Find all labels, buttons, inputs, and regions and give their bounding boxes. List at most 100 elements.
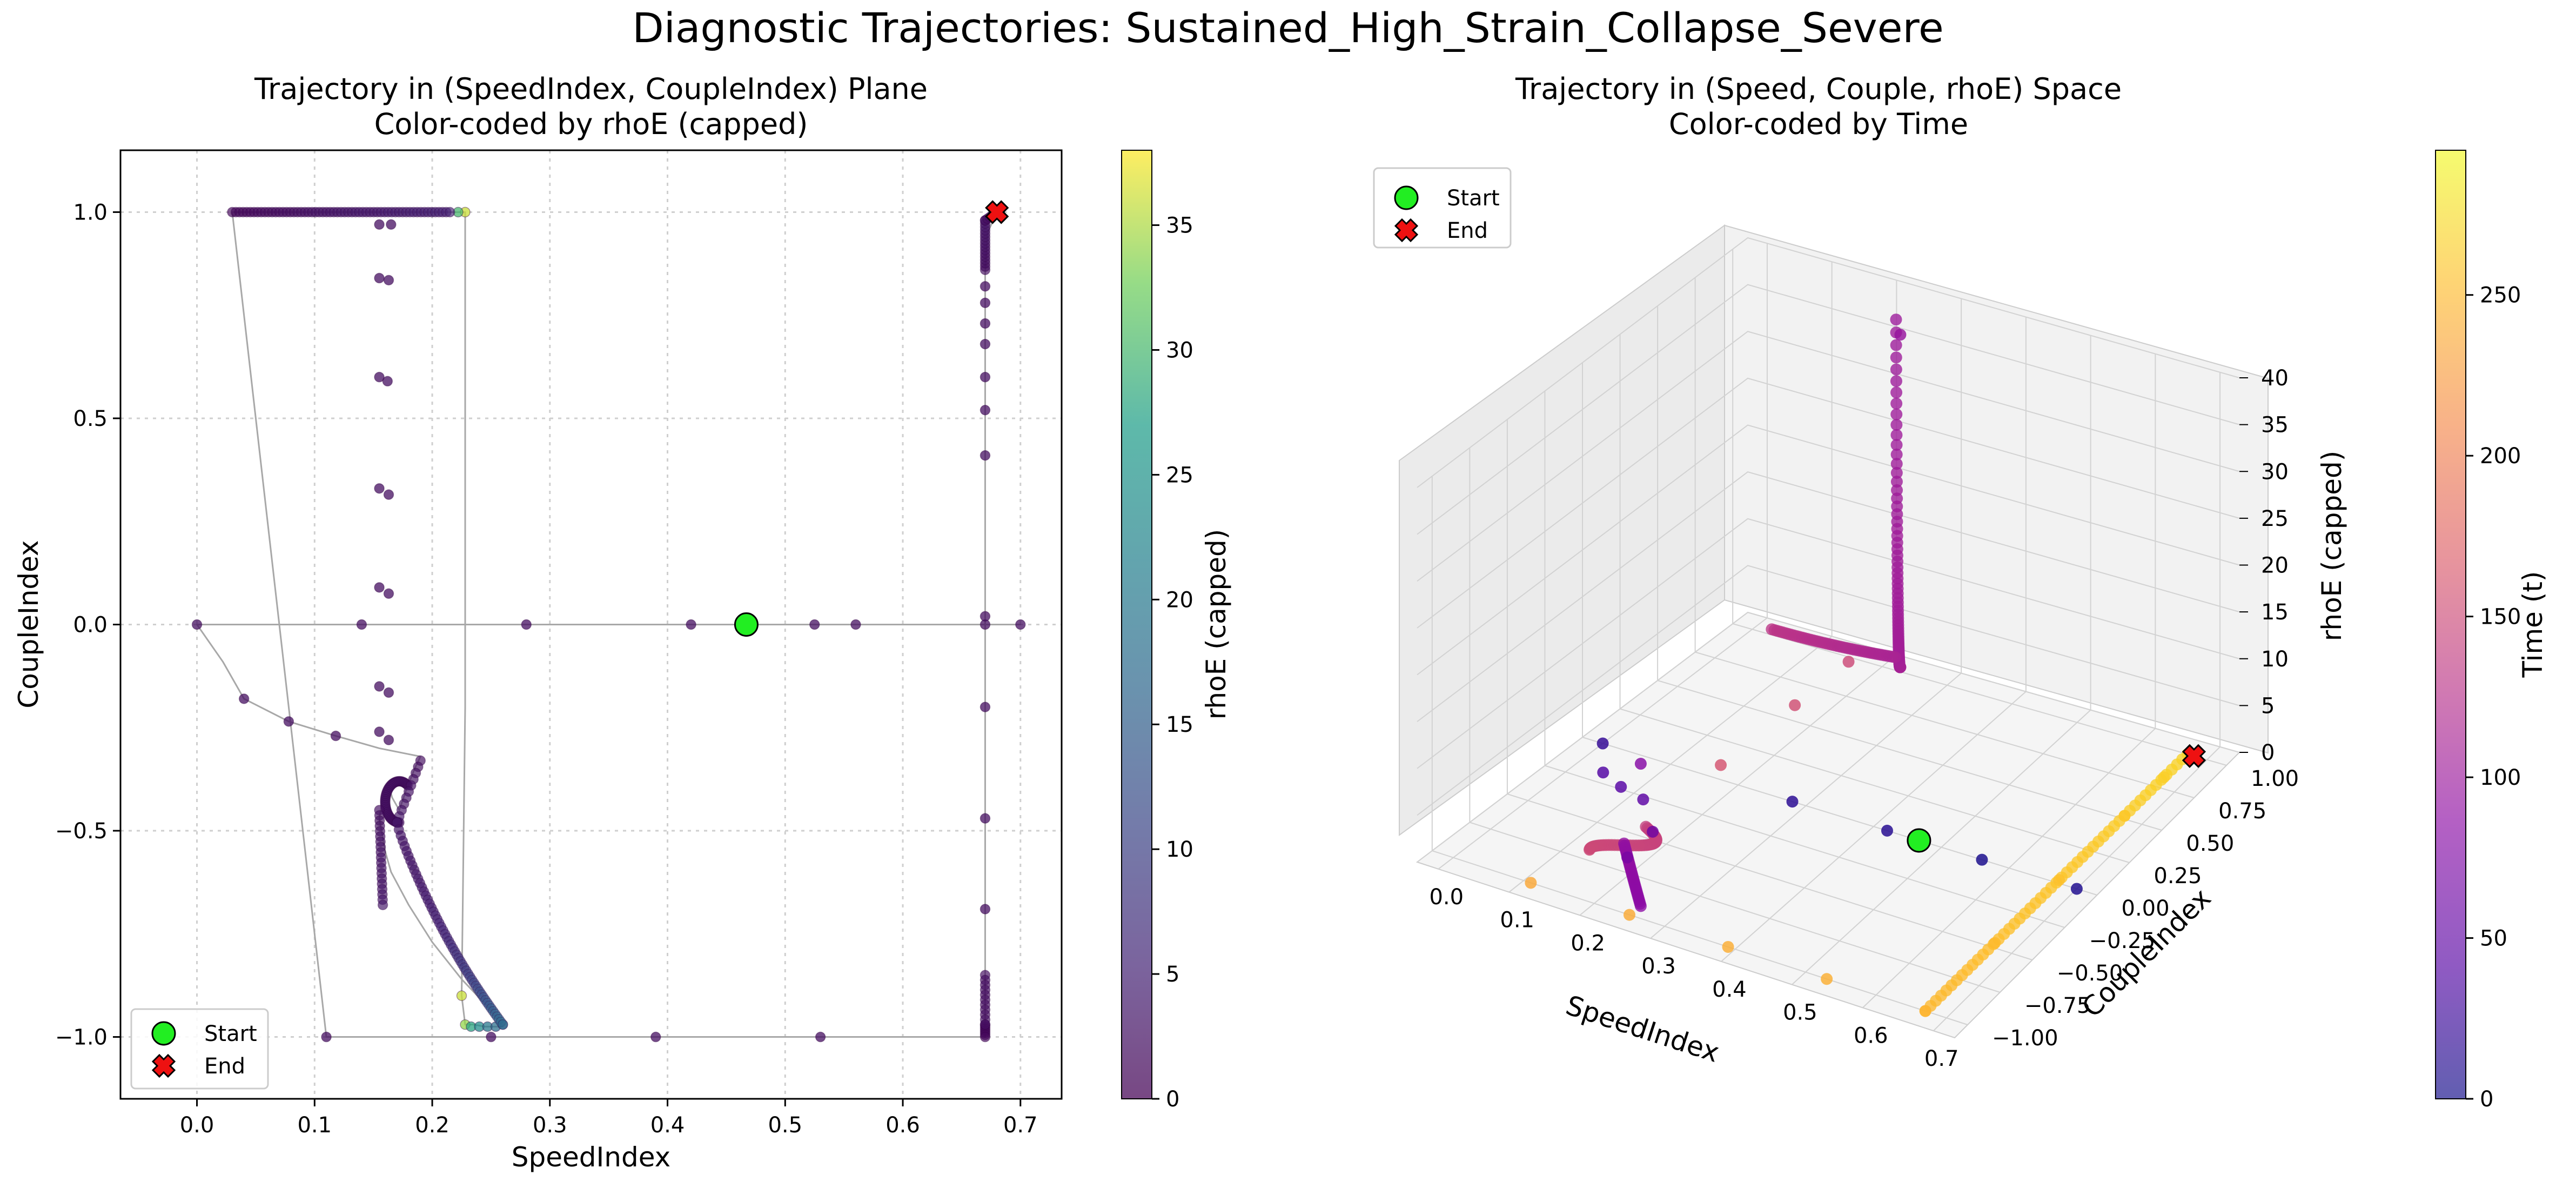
left-point [383,489,394,500]
left-point [686,619,696,630]
right-end-marker [2182,744,2206,768]
right-point [1722,940,1734,953]
left-point [374,681,385,692]
right-legend-start-marker [1394,185,1419,210]
left-point [383,275,394,286]
left-point [383,687,394,698]
left-x-axis-label: SpeedIndex [512,1142,670,1173]
left-point [980,611,991,622]
left-point [444,206,455,218]
right-point [1890,429,1903,441]
right-floor-gridline [1657,680,2162,831]
left-point [980,318,991,329]
right-x-ticks: 0.0 0.1 0.2 0.3 0.4 0.5 0.6 0.7 [1429,885,1958,1071]
right-wall-gridline [1417,611,2240,863]
right-z-tick-label: 30 [2261,459,2289,484]
right-chart-title-line1: Trajectory in (Speed, Couple, rhoE) Spac… [1515,72,2122,106]
left-point [815,1031,826,1043]
right-point [1890,339,1902,351]
left-y-tick-label: 0.0 [73,613,108,638]
left-point [1015,619,1026,630]
left-colorbar-ticks: 0 5 10 15 20 25 30 35 [1152,213,1193,1112]
right-start-end-markers [1907,744,2206,853]
left-chart-title-line1: Trajectory in (SpeedIndex, CoupleIndex) … [254,72,928,106]
right-wall-gridline [1417,424,2240,676]
right-z-tick-label: 20 [2261,553,2289,578]
left-point [980,404,991,416]
right-point [1890,363,1902,376]
right-point [1584,844,1596,856]
left-point [374,219,385,230]
right-point [1890,351,1902,364]
right-floor-gridline [1582,737,2097,896]
right-x-tick-label: 0.2 [1571,931,1605,956]
left-point [980,281,991,292]
left-legend-start-label: Start [204,1022,257,1046]
left-point [374,582,385,593]
left-point [850,619,861,630]
left-point [377,899,388,911]
right-floor-gridline [1695,651,2195,798]
right-point [1890,313,1902,326]
right-point [1890,458,1903,470]
left-x-tick-label: 0.5 [768,1113,802,1138]
left-legend-start-marker [151,1021,176,1046]
right-z-tick-label: 0 [2261,740,2275,765]
right-z-tick-label: 25 [2261,506,2289,531]
right-colorbar-tick-label: 50 [2480,926,2507,951]
right-chart-title-line2: Color-coded by Time [1669,107,1968,141]
left-colorbar-tick-label: 20 [1166,588,1193,612]
left-point [383,588,394,599]
right-legend-end-marker [1394,218,1419,243]
right-x-tick-label: 0.1 [1500,908,1534,933]
right-colorbar-tick-label: 100 [2480,765,2521,790]
right-start-marker [1907,828,1931,853]
left-point [980,1019,991,1030]
right-point [1789,699,1801,711]
right-z-ticks: 0 5 10 15 20 25 30 35 40 [2239,366,2289,765]
left-colorbar-tick-label: 30 [1166,338,1193,363]
left-trajectory-line [196,211,1022,1038]
right-y-tick-label: −0.50 [2057,961,2123,986]
left-legend-end-label: End [204,1054,245,1079]
left-y-tick-label: −0.5 [55,819,108,844]
right-point [1647,825,1659,838]
right-z-tick-label: 15 [2261,600,2289,625]
right-point [1989,937,2001,949]
right-point [2158,771,2170,784]
left-point [521,619,532,630]
right-y-tick-label: 0.25 [2154,864,2202,889]
right-y-tick-label: −0.75 [2024,993,2091,1018]
left-x-tick-label: 0.2 [415,1113,450,1138]
right-wall-gridline [1417,471,2240,722]
left-start-marker [734,612,759,637]
left-colorbar-tick-label: 15 [1166,712,1193,737]
right-floor-gridline [1470,822,2001,993]
right-left-wall [1399,224,1725,836]
right-wall-gridline [1417,284,2240,535]
left-point [980,702,991,712]
figure-suptitle: Diagnostic Trajectories: Sustained_High_… [632,4,1944,52]
left-colorbar [1121,150,1152,1099]
left-point [191,619,203,630]
left-end-marker [985,200,1009,224]
right-point [1891,484,1903,496]
right-point [1525,877,1537,889]
right-point [1634,758,1647,770]
right-grid [1417,237,2240,1031]
right-point [1890,386,1903,399]
right-wall-gridline [1417,331,2240,582]
right-floor-gridline [1507,793,2033,960]
left-colorbar-tick-label: 25 [1166,463,1193,488]
left-colorbar-tick-label: 0 [1166,1087,1179,1112]
right-panel: Trajectory in (Speed, Couple, rhoE) Spac… [1373,72,2548,1112]
right-z-tick-label: 35 [2261,413,2289,438]
left-point [321,1031,332,1043]
right-colorbar-tick-label: 200 [2480,444,2521,469]
left-trajectory-polyline [196,211,1022,1038]
right-y-tick-label: 0.00 [2122,896,2170,921]
right-point [1821,973,1833,985]
right-wall-gridline [1417,377,2240,629]
right-legend-end-label: End [1447,218,1488,243]
right-point [1786,796,1799,808]
